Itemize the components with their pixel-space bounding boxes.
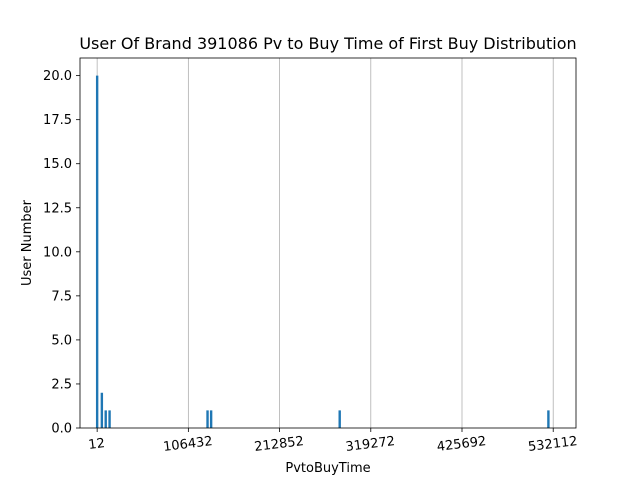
y-tick-label-6: 15.0 xyxy=(43,157,72,172)
y-tick-label-3: 7.5 xyxy=(51,289,72,304)
y-tick-label-0: 0.0 xyxy=(51,422,72,437)
bar-5 xyxy=(209,410,213,428)
bar-6 xyxy=(338,410,341,428)
y-tick-label-7: 17.5 xyxy=(43,113,72,128)
y-tick-label-5: 12.5 xyxy=(43,201,72,216)
bar-4 xyxy=(206,410,209,428)
bar-1 xyxy=(100,392,104,428)
y-tick-label-8: 20.0 xyxy=(43,69,72,84)
bar-3 xyxy=(108,410,111,428)
chart-title: User Of Brand 391086 Pv to Buy Time of F… xyxy=(79,34,576,53)
y-tick-label-4: 10.0 xyxy=(43,245,72,260)
bar-0 xyxy=(95,75,99,428)
bar-2 xyxy=(104,410,107,428)
x-tick-label-2: 212852 xyxy=(254,434,305,455)
x-tick-label-3: 319272 xyxy=(345,434,396,455)
x-tick-label-5: 532112 xyxy=(527,434,578,455)
x-axis-title: PvtoBuyTime xyxy=(285,461,370,476)
x-tick-label-0: 12 xyxy=(88,436,106,453)
bar-layer xyxy=(95,75,550,428)
y-tick-label-2: 5.0 xyxy=(51,333,72,348)
plot-frame xyxy=(79,57,577,429)
y-axis-title: User Number xyxy=(20,199,35,286)
y-tick-label-1: 2.5 xyxy=(51,377,72,392)
axis-layer: 12 106432 212852 319272 425692 532112 0.0 2.5 5.… xyxy=(43,57,578,455)
x-tick-label-4: 425692 xyxy=(436,434,487,455)
x-tick-label-1: 106432 xyxy=(162,434,213,455)
bar-7 xyxy=(547,410,550,428)
